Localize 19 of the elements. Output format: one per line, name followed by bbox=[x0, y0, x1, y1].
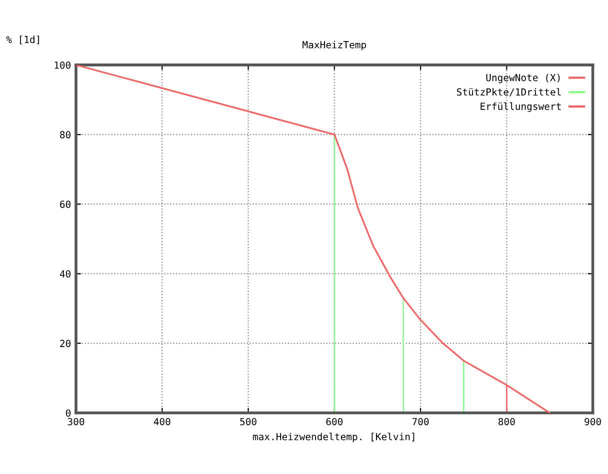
y-axis-title: % [1d] bbox=[6, 36, 39, 44]
legend-label: StützPkte/1Drittel bbox=[456, 88, 561, 96]
y-tick-label: 40 bbox=[60, 270, 71, 278]
y-tick-label: 20 bbox=[60, 340, 71, 348]
x-tick-label: 300 bbox=[68, 418, 84, 426]
x-tick-label: 500 bbox=[240, 418, 256, 426]
legend-label: Erfüllungswert bbox=[480, 102, 561, 112]
y-tick-label: 60 bbox=[60, 200, 71, 208]
y-tick-label: 80 bbox=[60, 131, 71, 138]
y-tick-label: 100 bbox=[54, 61, 71, 69]
x-tick-label: 900 bbox=[584, 418, 601, 426]
x-axis-title: max.Heizwendeltemp. [Kelvin] bbox=[252, 432, 414, 442]
y-tick-label: 0 bbox=[66, 409, 71, 417]
legend-label: UngewNote (X) bbox=[486, 74, 560, 84]
chart-title: MaxHeizTemp bbox=[302, 40, 366, 50]
x-tick-label: 400 bbox=[154, 418, 170, 426]
x-tick-label: 700 bbox=[412, 418, 429, 426]
x-tick-label: 800 bbox=[498, 418, 515, 426]
x-tick-label: 600 bbox=[326, 418, 343, 426]
